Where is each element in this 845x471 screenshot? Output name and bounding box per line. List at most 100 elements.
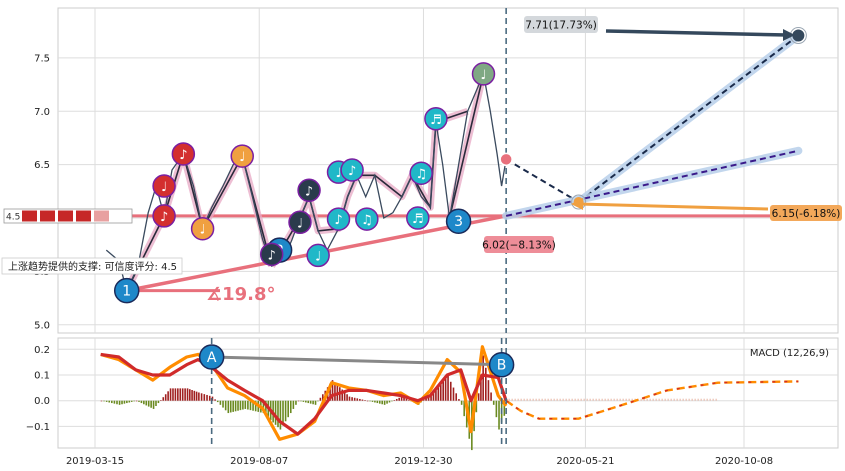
arrow-top-head <box>783 29 795 41</box>
macd-projected-histogram-bar <box>619 398 622 401</box>
price-y-tick-label: 7.5 <box>34 53 50 64</box>
macd-histogram-bar <box>150 400 152 408</box>
macd-projected-histogram-bar <box>571 398 574 401</box>
macd-histogram-bar <box>487 380 490 401</box>
macd-histogram-bar <box>393 400 396 401</box>
macd-projected-histogram-bar <box>691 398 694 401</box>
pattern-note-marker <box>424 107 448 131</box>
macd-projected-histogram-bar <box>661 398 664 401</box>
macd-histogram-bar <box>116 400 118 405</box>
rating-block <box>76 210 91 222</box>
macd-histogram-bar <box>361 399 364 401</box>
macd-projected-histogram-bar <box>583 398 586 401</box>
x-tick-labels: 2019-03-15 2019-08-07 2019-12-30 2020-05-21… <box>66 456 773 467</box>
macd-projected-histogram-bar <box>562 398 565 401</box>
macd-histogram-bar <box>224 400 227 411</box>
macd-projected-histogram-bar <box>670 398 673 401</box>
macd-histogram-bar <box>449 381 452 401</box>
macd-projected-histogram-bar <box>667 398 670 401</box>
pattern-note-marker <box>288 210 312 235</box>
macd-histogram-bar <box>145 400 148 406</box>
macd-projected-histogram-bar <box>643 398 646 401</box>
pattern-note-icon: ♪ <box>268 248 276 263</box>
pattern-note-icon: ♩ <box>315 249 321 264</box>
price-y-tick-label: 5.0 <box>34 320 50 331</box>
macd-histogram-bar <box>371 400 374 402</box>
pattern-note-icon: ♫ <box>415 167 427 182</box>
arrow-mid-shaft <box>577 202 769 211</box>
pattern-note-marker <box>152 204 176 228</box>
macd-projected-histogram-bar <box>553 398 556 401</box>
macd-projected-histogram-bar <box>535 398 538 401</box>
macd-projected-histogram-bar <box>511 398 514 401</box>
macd-projected-histogram-bar <box>613 398 616 401</box>
rating-block <box>22 210 37 222</box>
macd-histogram-bar <box>343 391 346 401</box>
macd-projected-histogram-bar <box>700 398 703 401</box>
macd-histogram-bar <box>364 400 366 401</box>
wave-number-label: 3 <box>454 214 463 230</box>
macd-histogram-bar <box>482 355 484 401</box>
macd-projected-histogram-bar <box>616 398 619 401</box>
macd-projected-histogram-bar <box>547 398 550 401</box>
support-label-box <box>1 257 183 275</box>
macd-projected-histogram-bar <box>565 398 568 401</box>
macd-projected-histogram-bar <box>598 398 601 401</box>
pattern-note-icon: ♩ <box>335 166 341 181</box>
macd-histogram-bar <box>300 400 302 402</box>
macd-histogram-bar <box>388 400 391 403</box>
pattern-note-icon: ♬ <box>412 212 424 227</box>
price-y-tick-label: 7.0 <box>34 107 50 118</box>
macd-histogram-bar <box>160 400 162 401</box>
macd-y-tick-label: 0.1 <box>34 371 50 382</box>
macd-projected-histogram-bar <box>517 398 520 401</box>
macd-projected-histogram-bar <box>694 398 697 401</box>
macd-histogram-bar <box>309 400 312 404</box>
target-point <box>792 29 805 42</box>
pattern-note-marker <box>406 206 430 230</box>
macd-histogram-bar <box>179 388 182 401</box>
macd-histogram-bar <box>403 397 405 401</box>
macd-histogram-bar <box>351 397 353 401</box>
macd-histogram-bar <box>292 400 295 409</box>
macd-histogram-bar <box>435 387 437 401</box>
macd-histogram-bar <box>249 400 252 411</box>
macd-histogram-bar <box>314 400 317 405</box>
pattern-note-marker <box>259 242 284 267</box>
trend-angle-label: ∡19.8° <box>206 284 276 305</box>
macd-histogram-bar <box>289 400 292 414</box>
macd-histogram-bar <box>444 378 447 401</box>
macd-histogram-bar <box>111 400 113 404</box>
projected-signal-line <box>505 380 799 420</box>
macd-histogram-bar <box>331 380 334 401</box>
macd-projected-histogram-bar <box>685 398 688 401</box>
macd-projected-histogram-bar <box>532 398 535 401</box>
macd-histogram-bar <box>262 400 265 414</box>
macd-projected-histogram-bar <box>658 398 661 401</box>
macd-histogram-bar <box>425 397 427 401</box>
macd-histogram-bar <box>287 400 289 418</box>
pattern-note-icon: ♫ <box>361 213 373 228</box>
pattern-note-icon: ♩ <box>200 223 206 238</box>
macd-histogram-bar <box>147 400 150 407</box>
macd-histogram-bar <box>135 400 138 402</box>
macd-projected-histogram-bar <box>712 398 715 401</box>
target-low-box <box>484 236 554 253</box>
macd-histogram-bar <box>492 400 495 405</box>
macd-histogram-bar <box>348 396 351 401</box>
pattern-note-marker <box>471 62 496 86</box>
macd-histogram-bar <box>206 394 208 401</box>
macd-line <box>100 345 508 441</box>
macd-histogram-bar <box>244 400 247 409</box>
macd-histogram-bar <box>442 380 444 401</box>
macd-histogram-bar <box>126 400 128 404</box>
price-y-tick-labels: 5.05.56.06.57.07.5 <box>34 53 50 331</box>
macd-histogram-bar <box>113 400 116 404</box>
macd-histogram-bar <box>432 390 435 401</box>
macd-projected-histogram-bar <box>538 398 541 401</box>
macd-histogram-bar <box>157 400 160 404</box>
macd-histogram-bar <box>242 400 244 410</box>
macd-projected-histogram-bar <box>601 398 604 401</box>
